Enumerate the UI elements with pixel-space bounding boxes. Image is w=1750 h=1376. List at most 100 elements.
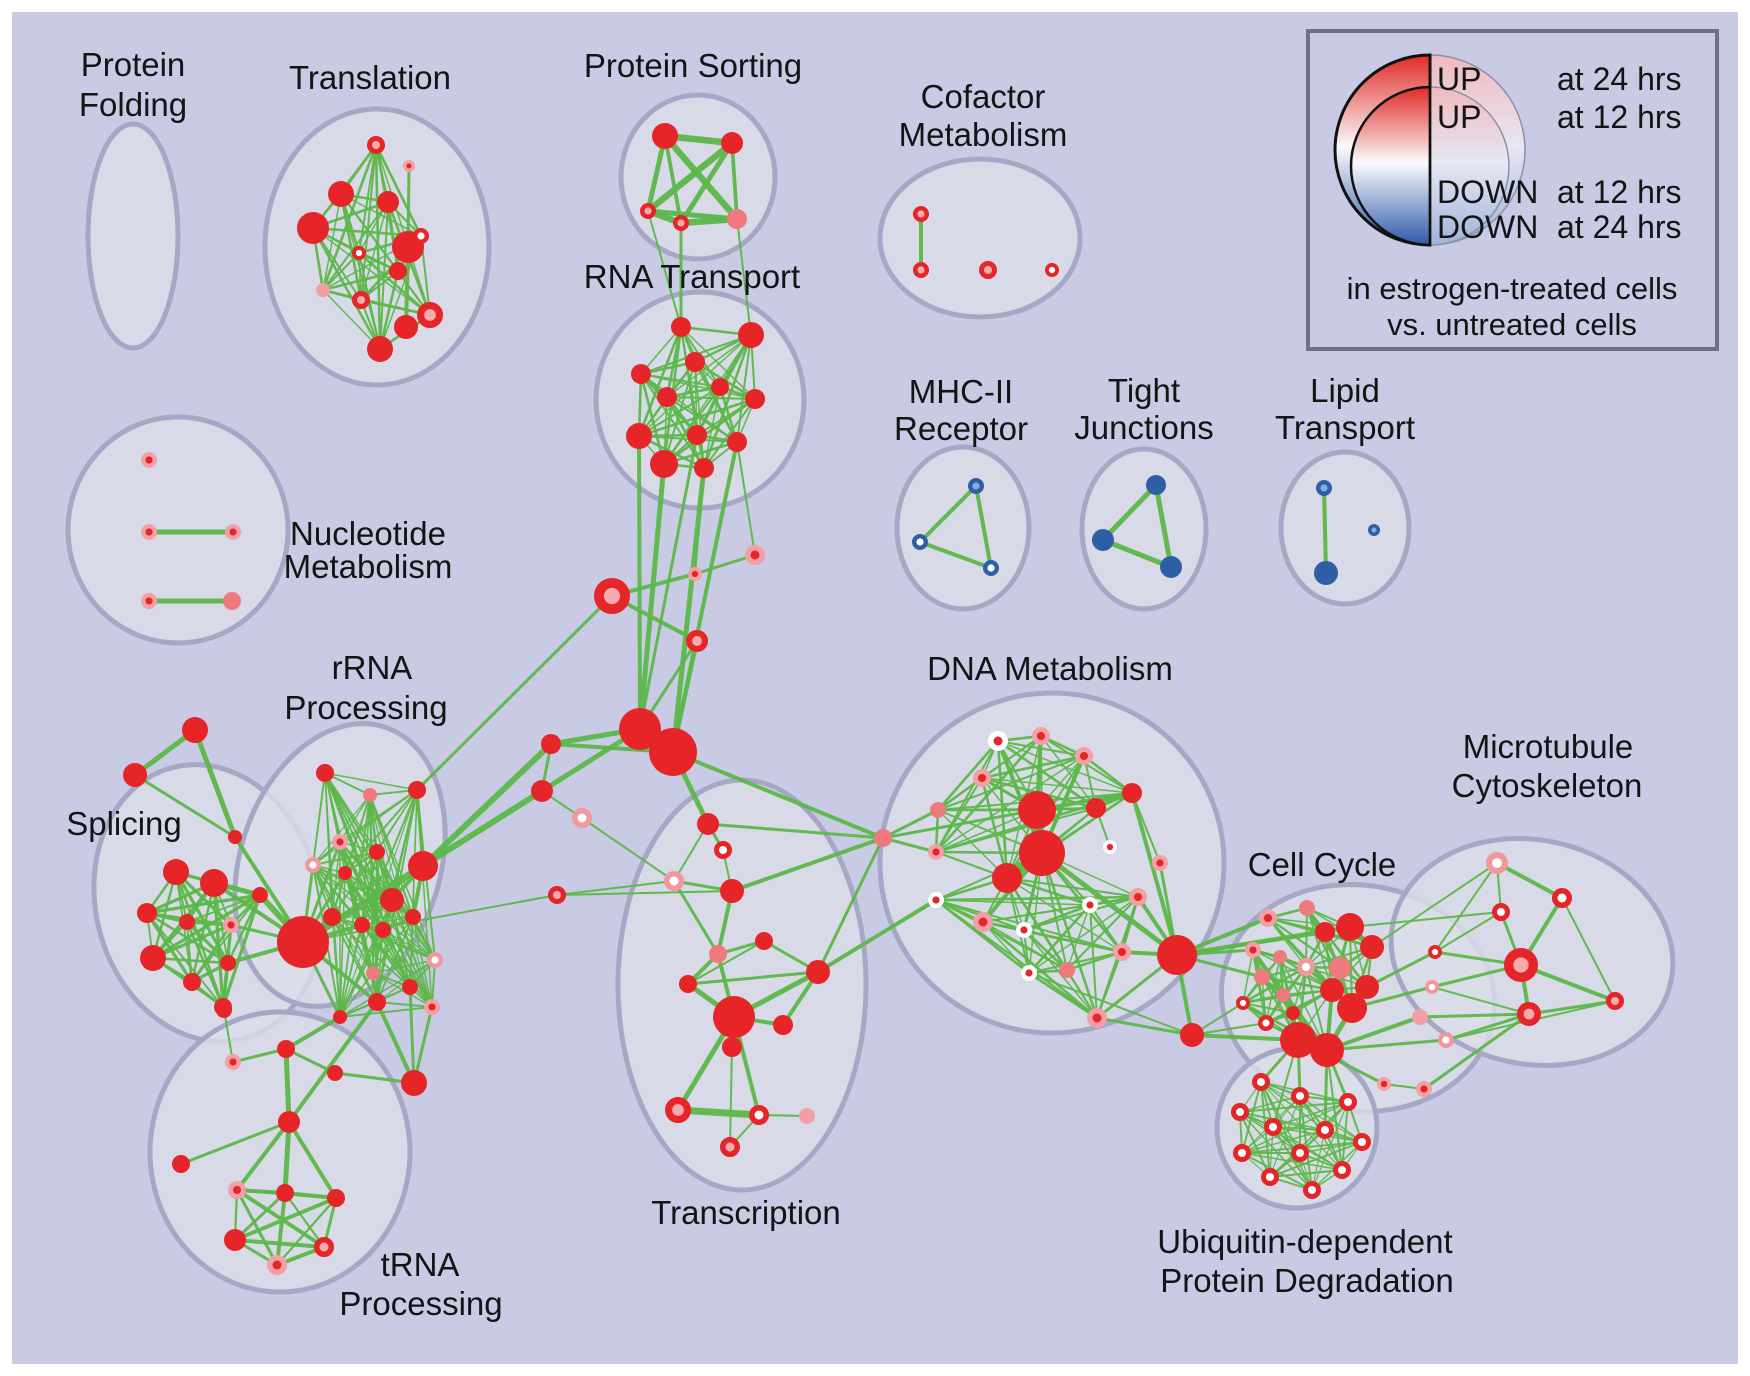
node-d8 [1086, 798, 1106, 818]
edge [639, 372, 666, 466]
node-t0 [697, 813, 719, 835]
cluster-ellipse-transcription [615, 777, 869, 1193]
edge [412, 916, 436, 961]
node-mh1 [912, 534, 929, 551]
edge [1431, 986, 1530, 1015]
edge [637, 434, 642, 731]
edge [881, 808, 1039, 840]
node-tl10 [367, 336, 393, 362]
node-d11 [1018, 791, 1056, 829]
node-c2 [1315, 922, 1335, 942]
edge [1239, 1111, 1313, 1191]
node-n10 [224, 1229, 246, 1251]
node-t10 [773, 1015, 793, 1035]
edge [339, 924, 363, 1018]
edge [321, 269, 400, 292]
node-x1 [123, 763, 147, 787]
edge [556, 880, 675, 896]
node-tl9 [417, 302, 444, 329]
node-cc1 [1425, 979, 1440, 994]
node-r17 [333, 1010, 347, 1024]
edge [1066, 904, 1091, 971]
edge [339, 1006, 433, 1018]
edge [663, 386, 721, 465]
node-h1 [619, 708, 661, 750]
node-rt4 [657, 387, 677, 407]
node-r14 [366, 966, 380, 980]
edge [382, 929, 433, 1008]
node-d4 [930, 802, 946, 818]
edge [736, 218, 752, 336]
cluster-label-cofactor-metabolism-1: Metabolism [899, 116, 1068, 153]
edge [344, 872, 378, 1003]
node-d9 [1103, 839, 1118, 854]
node-d15 [973, 912, 993, 932]
edge [937, 755, 1085, 811]
cluster-label-rna-transport-0: RNA Transport [584, 258, 800, 295]
node-n0 [216, 1002, 232, 1018]
edge [1040, 851, 1099, 1020]
edge [186, 921, 193, 983]
cluster-label-lipid-transport-1: Transport [1275, 409, 1415, 446]
edge [312, 227, 431, 316]
node-s6 [183, 973, 201, 991]
edge [191, 894, 261, 983]
node-s3 [179, 914, 195, 930]
legend-direction-1: UP [1437, 99, 1481, 135]
node-r1 [363, 788, 377, 802]
edge [1418, 1012, 1531, 1019]
edge [302, 894, 558, 943]
cluster-label-nucleotide-metabolism-0: Nucleotide [290, 515, 446, 552]
cluster-ellipse-lipid-transport [1278, 449, 1412, 607]
node-d7 [1122, 783, 1142, 803]
edge [703, 398, 756, 469]
edge [706, 822, 885, 840]
node-d20 [1059, 962, 1075, 978]
edge [881, 836, 938, 854]
edge [361, 924, 436, 961]
edge [1096, 951, 1123, 1019]
edge [287, 1120, 338, 1200]
node-d10 [1151, 855, 1168, 872]
node-d18 [1128, 887, 1147, 906]
edge [1322, 486, 1328, 575]
edge [816, 898, 938, 974]
node-t7 [679, 975, 697, 993]
node-n6 [172, 1155, 190, 1173]
edge [1027, 903, 1092, 975]
edge [391, 899, 436, 961]
node-pf2 [394, 315, 418, 339]
node-tl1 [328, 181, 354, 207]
node-mt3 [1504, 947, 1539, 982]
edge [1153, 482, 1174, 570]
edge [322, 252, 360, 291]
node-r7 [380, 888, 404, 912]
edge [672, 879, 720, 956]
edge [412, 1005, 434, 1085]
legend-note-1: vs. untreated cells [1387, 307, 1637, 342]
node-tl7 [316, 283, 330, 297]
edge [686, 970, 820, 986]
node-r9 [354, 917, 370, 933]
edge [376, 916, 414, 1003]
edge [1527, 999, 1617, 1016]
node-tl8 [352, 291, 371, 310]
edge [372, 959, 436, 974]
node-rt5 [711, 378, 729, 396]
edge [420, 741, 554, 869]
edge [665, 395, 706, 470]
node-c13 [1257, 1015, 1274, 1032]
edge [1305, 907, 1308, 968]
edge [1028, 972, 1193, 1036]
legend-time-0: at 24 hrs [1557, 61, 1682, 97]
edge [331, 841, 341, 918]
node-mt1 [1552, 888, 1572, 908]
node-n12 [267, 1255, 287, 1275]
edge [339, 794, 371, 843]
edge [145, 893, 262, 915]
node-d0 [988, 731, 1008, 751]
edge [935, 777, 983, 853]
edge [702, 333, 753, 470]
edge [980, 754, 1086, 780]
